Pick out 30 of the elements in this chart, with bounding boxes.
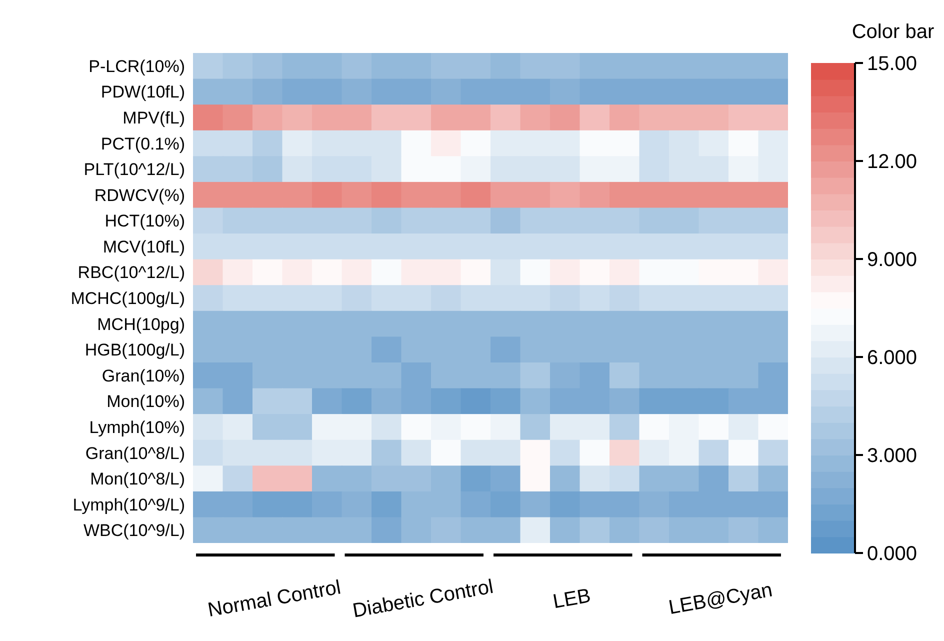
y-tick-label: RBC(10^12/L)	[78, 263, 185, 282]
y-tick-label: PCT(0.1%)	[100, 134, 185, 154]
y-tick-label: Gran(10^8/L)	[85, 444, 185, 463]
y-tick-label: HGB(100g/L)	[84, 340, 185, 360]
text: LEB	[551, 584, 592, 614]
y-tick-label: Lymph(10%)	[89, 418, 185, 437]
y-tick-label: PLT(10^12/L)	[84, 160, 185, 180]
color-bar-label: 12.00	[867, 151, 918, 173]
y-tick-label: MPV(fL)	[122, 108, 185, 128]
y-tick-label: HCT(10%)	[104, 212, 185, 231]
y-tick-label: MCHC(100g/L)	[70, 289, 185, 308]
y-tick-label: Gran(10%)	[102, 366, 185, 386]
color-bar-label: 0.000	[867, 543, 918, 565]
color-bar-label: 6.000	[867, 347, 918, 369]
y-tick-label: Lymph(10^9/L)	[72, 495, 185, 514]
text: Normal Control	[206, 576, 342, 622]
y-tick-label: WBC(10^9/L)	[83, 521, 185, 540]
color-bar-label: 15.00	[867, 53, 918, 75]
y-tick-label: RDWCV(%)	[94, 186, 185, 205]
y-tick-label: MCV(10fL)	[102, 237, 185, 256]
y-tick-label: Mon(10^8/L)	[90, 470, 185, 489]
y-tick-label: P-LCR(10%)	[88, 56, 185, 76]
y-tick-label: PDW(10fL)	[100, 82, 185, 102]
color-bar-label: 9.000	[867, 249, 918, 271]
text: LEB@Cyan	[667, 579, 774, 620]
y-tick-label: Mon(10%)	[106, 392, 185, 412]
text: Diabetic Control	[351, 576, 496, 622]
color-bar-title: Color bar	[852, 21, 934, 43]
y-tick-label: MCH(10pg)	[97, 314, 185, 334]
color-bar-label: 3.000	[867, 445, 918, 467]
